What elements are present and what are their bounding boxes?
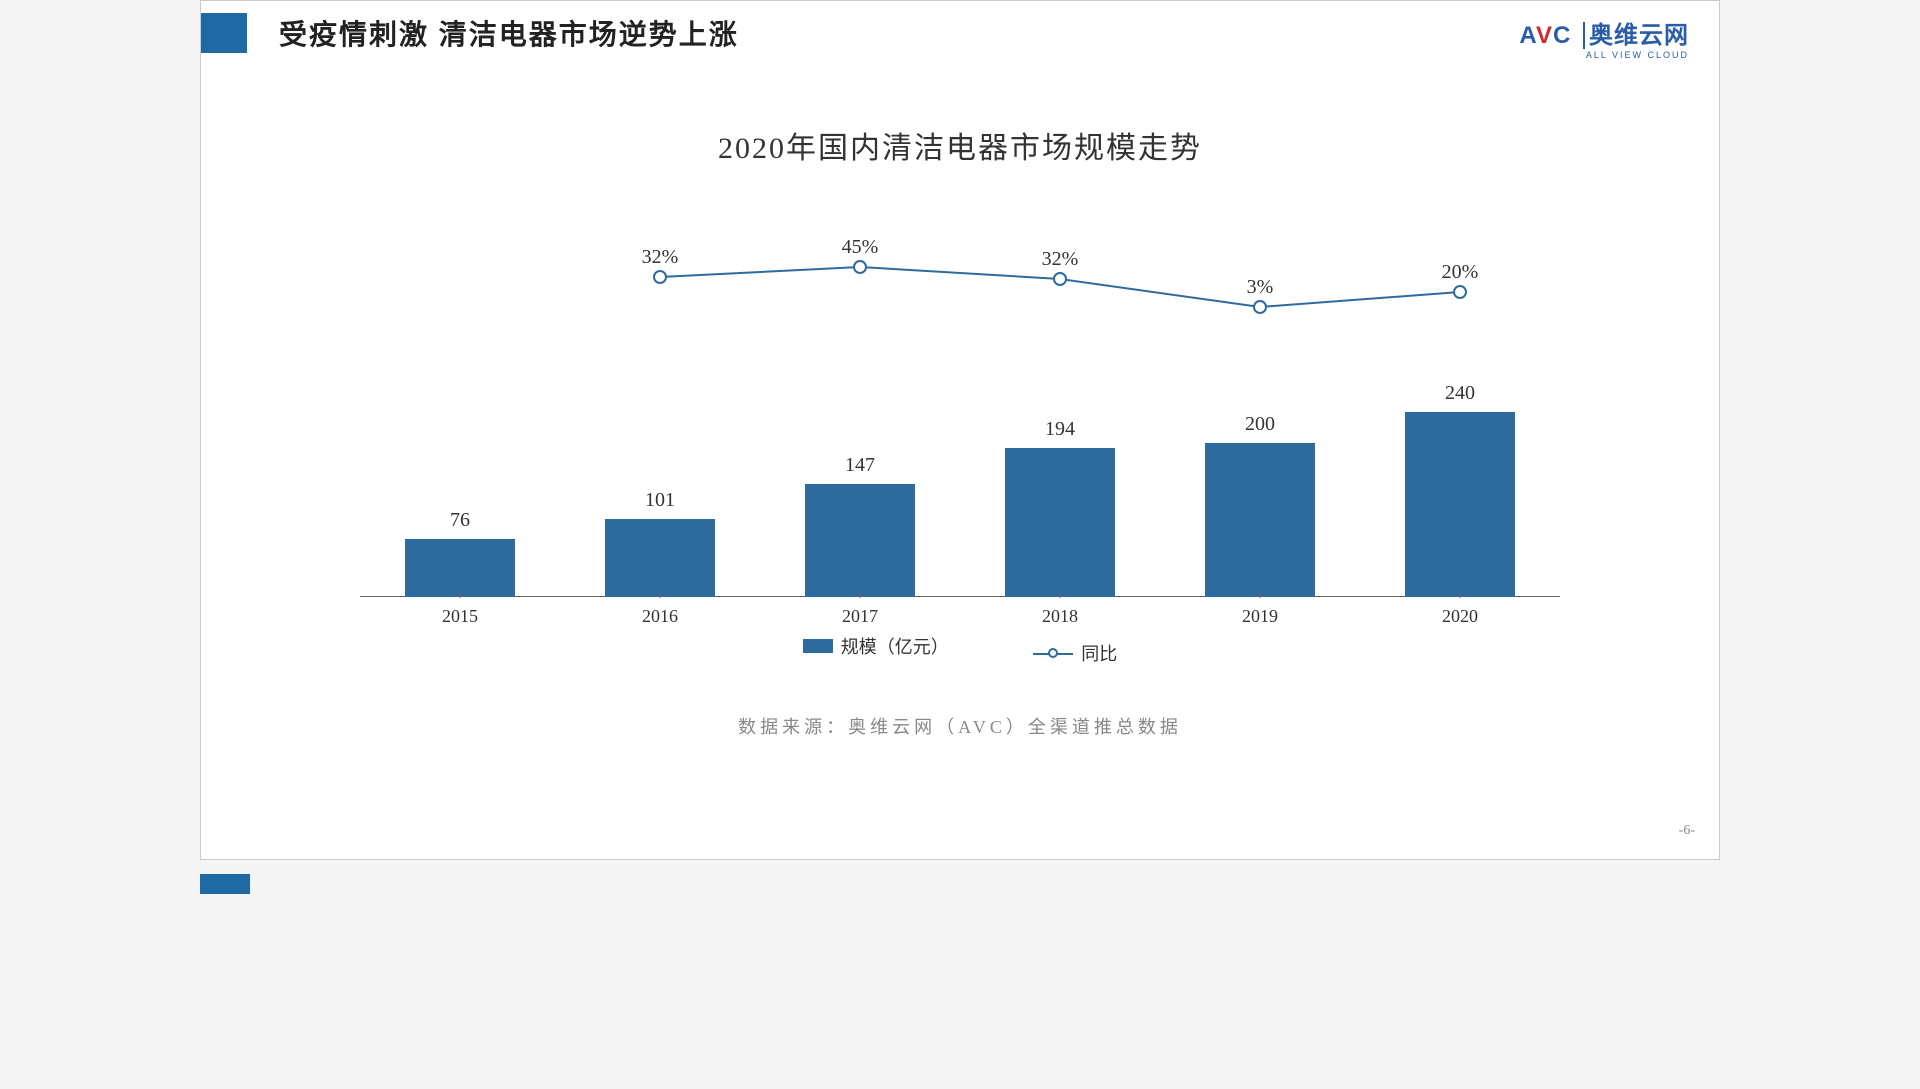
slide-header: 受疫情刺激 清洁电器市场逆势上涨 [201, 1, 1719, 53]
x-axis-label: 2017 [760, 606, 960, 627]
brand-logo: AVC 奥维云网 ALL VIEW CLOUD [1519, 15, 1689, 60]
x-axis-label: 2018 [960, 606, 1160, 627]
line-value-label: 32% [1042, 248, 1079, 271]
legend-bar-item: 规模（亿元） [803, 633, 949, 659]
chart-area: 76 2015 101 2016 147 2017 194 2018 200 2019 240 202… [360, 207, 1560, 687]
bar: 147 [805, 484, 915, 597]
x-axis-label: 2020 [1360, 606, 1560, 627]
line-value-label: 20% [1442, 261, 1479, 284]
bar-value-label: 200 [1205, 413, 1315, 436]
line-value-label: 3% [1247, 276, 1274, 299]
x-tick [460, 592, 461, 598]
logo-cn: 奥维云网 [1589, 22, 1689, 49]
logo-text: AVC 奥维云网 [1519, 15, 1689, 50]
chart-legend: 规模（亿元） 同比 [360, 633, 1560, 666]
data-source: 数据来源：奥维云网（AVC）全渠道推总数据 [201, 713, 1719, 739]
x-axis-label: 2019 [1160, 606, 1360, 627]
slide: 受疫情刺激 清洁电器市场逆势上涨 AVC 奥维云网 ALL VIEW CLOUD… [200, 0, 1720, 860]
header-accent-block [201, 13, 247, 53]
legend-bar-label: 规模（亿元） [841, 633, 949, 659]
bar: 240 [1405, 412, 1515, 597]
x-tick [1460, 592, 1461, 598]
chart-column: 200 2019 [1160, 207, 1360, 627]
bar-value-label: 76 [405, 509, 515, 532]
bar: 200 [1205, 443, 1315, 597]
page-number: -6- [1679, 823, 1695, 839]
x-tick [1260, 592, 1261, 598]
bar: 76 [405, 539, 515, 597]
logo-subtitle: ALL VIEW CLOUD [1519, 50, 1689, 60]
x-tick [1060, 592, 1061, 598]
bar-value-label: 101 [605, 489, 715, 512]
line-value-label: 32% [642, 246, 679, 269]
x-tick [860, 592, 861, 598]
next-slide-peek [200, 874, 250, 894]
x-axis-label: 2016 [560, 606, 760, 627]
x-tick [660, 592, 661, 598]
legend-bar-swatch [803, 639, 833, 653]
legend-line-item: 同比 [1033, 640, 1117, 666]
line-value-label: 45% [842, 236, 879, 259]
bar-value-label: 240 [1405, 382, 1515, 405]
chart-column: 76 2015 [360, 207, 560, 627]
chart-title: 2020年国内清洁电器市场规模走势 [201, 123, 1719, 167]
bar: 194 [1005, 448, 1115, 597]
legend-line-label: 同比 [1081, 640, 1117, 666]
bar-value-label: 147 [805, 454, 915, 477]
bar: 101 [605, 519, 715, 597]
chart-plot: 76 2015 101 2016 147 2017 194 2018 200 2019 240 202… [360, 207, 1560, 627]
slide-title: 受疫情刺激 清洁电器市场逆势上涨 [279, 13, 739, 53]
chart-column: 147 2017 [760, 207, 960, 627]
bar-value-label: 194 [1005, 418, 1115, 441]
chart-column: 101 2016 [560, 207, 760, 627]
x-axis-label: 2015 [360, 606, 560, 627]
